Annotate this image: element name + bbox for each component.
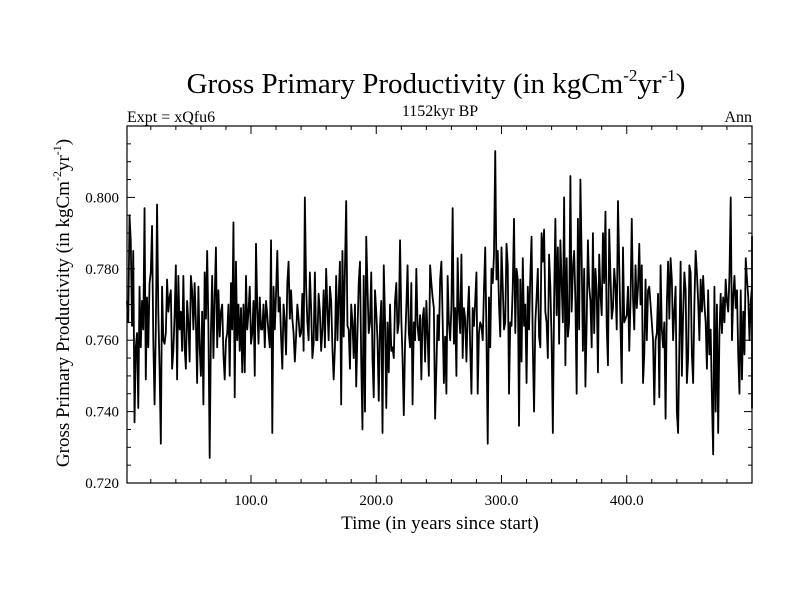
y-tick-label: 0.780 <box>85 262 119 278</box>
y-tick-label: 0.740 <box>85 405 119 421</box>
y-axis-label-end: ) <box>53 139 74 145</box>
y-axis-label-sup2: -1 <box>50 145 64 155</box>
x-tick-label: 300.0 <box>485 493 519 509</box>
x-axis-label: Time (in years since start) <box>341 513 539 534</box>
x-tick-label: 400.0 <box>610 493 644 509</box>
plot-frame <box>126 125 753 484</box>
y-axis-label-main: Gross Primary Productivity (in kgCm <box>53 181 74 467</box>
y-axis-label-sup1: -2 <box>50 171 64 181</box>
chart-title-mid: yr <box>637 68 662 100</box>
gpp-series-line <box>126 150 753 459</box>
chart-title-sup2: -1 <box>662 66 676 85</box>
y-axis-label: Gross Primary Productivity (in kgCm-2yr-… <box>50 139 74 467</box>
chart-subtitle: 1152kyr BP <box>402 103 478 120</box>
axis-tick-labels: 100.0 200.0 300.0 400.0 0.720 0.740 0.760 0.780… <box>85 190 643 509</box>
experiment-label: Expt = xQfu6 <box>127 109 215 126</box>
y-tick-label: 0.760 <box>85 333 119 349</box>
y-axis-label-mid: yr <box>53 155 74 172</box>
chart-title: Gross Primary Productivity (in kgCm-2yr-… <box>187 66 686 100</box>
y-tick-label: 0.800 <box>85 190 119 206</box>
y-tick-label: 0.720 <box>85 476 119 492</box>
chart-title-sup1: -2 <box>623 66 637 85</box>
x-tick-label: 200.0 <box>359 493 393 509</box>
chart-title-main: Gross Primary Productivity (in kgCm <box>187 68 624 100</box>
chart-title-end: ) <box>676 68 686 100</box>
season-label: Ann <box>724 109 752 126</box>
x-tick-label: 100.0 <box>234 493 268 509</box>
